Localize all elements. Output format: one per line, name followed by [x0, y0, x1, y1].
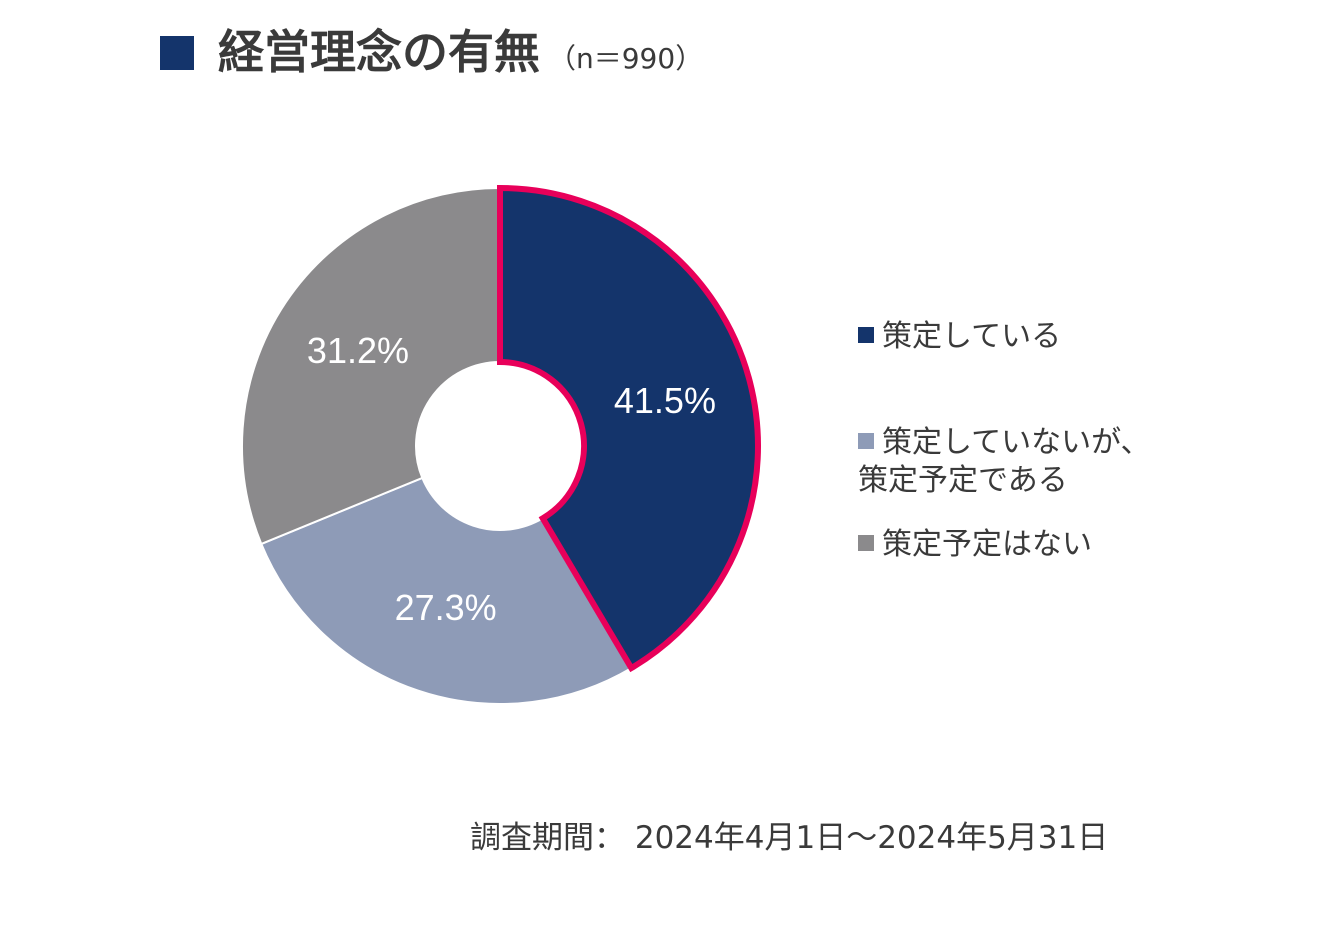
- legend-swatch: [858, 432, 874, 449]
- legend-swatch: [858, 326, 874, 343]
- title-marker: [160, 36, 194, 70]
- legend-swatch: [858, 534, 874, 551]
- slice-planned: [260, 476, 633, 705]
- chart-title-text: 経営理念の有無: [218, 25, 540, 79]
- data-label-planned: 27.3%: [395, 587, 497, 628]
- legend-item-planned: 策定していないが、 策定予定である: [858, 424, 1151, 500]
- chart-title: 経営理念の有無 （n＝990）: [218, 22, 703, 89]
- survey-period: 調査期間： 2024年4月1日～2024年5月31日: [470, 820, 1109, 856]
- slice-none: [241, 186, 501, 546]
- data-label-none: 31.2%: [307, 330, 409, 371]
- legend-label: 策定予定はない: [882, 527, 1092, 562]
- legend-item-none: 策定予定はない: [858, 526, 1092, 564]
- slice-adopted: [497, 184, 761, 673]
- legend-label: 策定している: [882, 319, 1062, 354]
- legend-item-adopted: 策定している: [858, 318, 1061, 356]
- data-label-adopted: 41.5%: [614, 380, 716, 421]
- chart-sample-size: （n＝990）: [548, 42, 704, 75]
- legend-label: 策定していないが、 策定予定である: [858, 425, 1151, 498]
